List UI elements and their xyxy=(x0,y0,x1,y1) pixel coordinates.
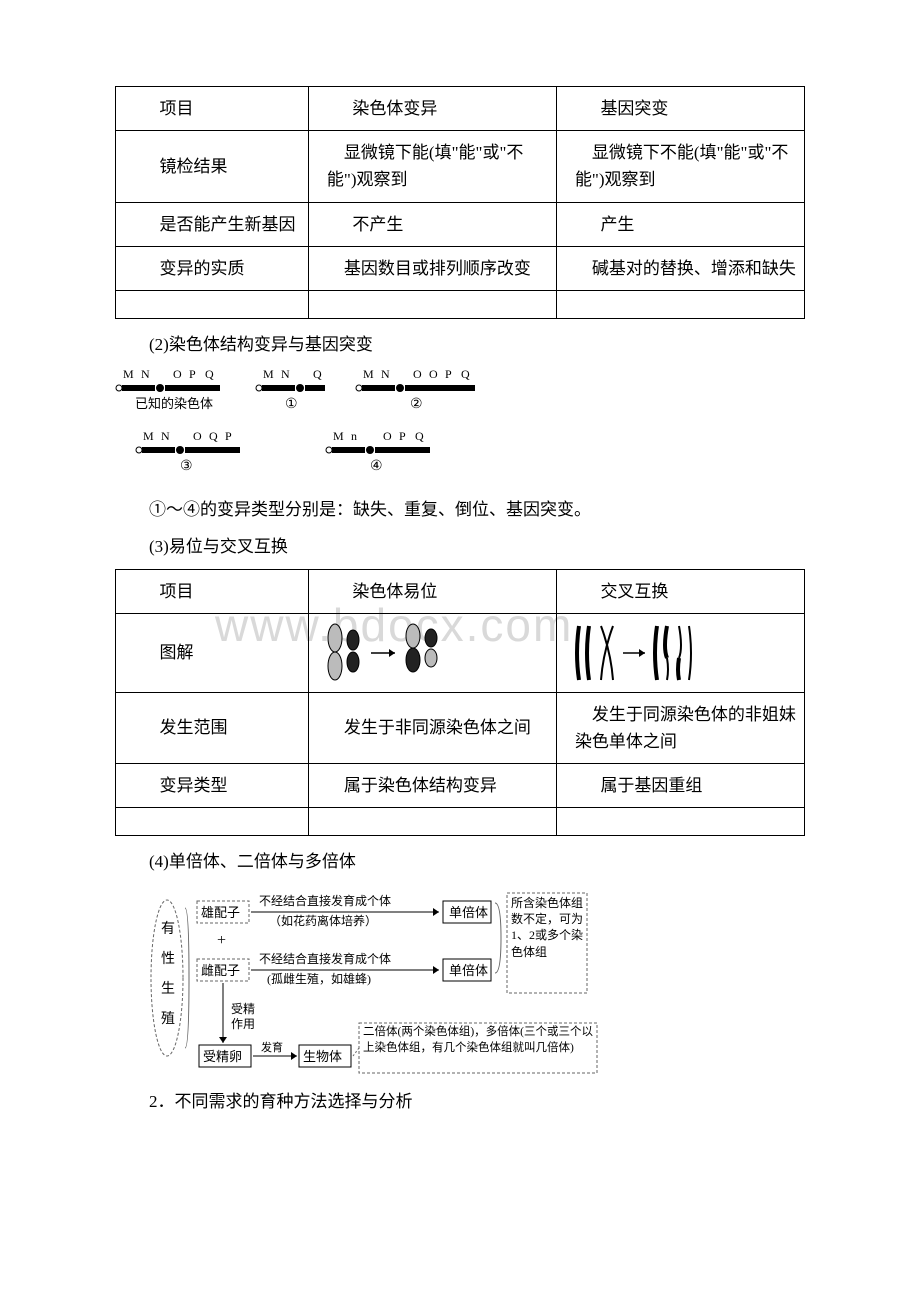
t2-empty-1 xyxy=(308,808,556,836)
svg-text:M: M xyxy=(333,429,344,443)
svg-text:发育: 发育 xyxy=(261,1040,283,1054)
svg-text:不经结合直接发育成个体: 不经结合直接发育成个体 xyxy=(259,893,391,908)
svg-text:N: N xyxy=(281,367,290,381)
t2-r0c1-diagram xyxy=(308,613,556,692)
t2-r0c0: 图解 xyxy=(116,613,309,692)
t1-r0c2: 显微镜下不能(填"能"或"不能")观察到 xyxy=(556,131,804,202)
svg-text:N: N xyxy=(141,367,150,381)
t1-empty-2 xyxy=(556,290,804,318)
t2-r0c2-diagram xyxy=(556,613,804,692)
t1-empty-0 xyxy=(116,290,309,318)
svg-text:有: 有 xyxy=(161,921,175,937)
t2-r1c0: 发生范围 xyxy=(116,692,309,763)
t1-r1c0: 是否能产生新基因 xyxy=(116,202,309,246)
svg-text:（如花药离体培养）: （如花药离体培养） xyxy=(269,913,377,928)
svg-text:M: M xyxy=(123,367,134,381)
t1-h1: 染色体变异 xyxy=(308,87,556,131)
ploidy-diagram: 有 性 生 殖 雄配子 + 雌配子 不经结合直接发育成个体 （如花药离体培养） … xyxy=(149,883,805,1078)
ploidy-svg: 有 性 生 殖 雄配子 + 雌配子 不经结合直接发育成个体 （如花药离体培养） … xyxy=(149,883,629,1078)
t2-r2c2: 属于基因重组 xyxy=(556,764,804,808)
t2-r2c1: 属于染色体结构变异 xyxy=(308,764,556,808)
svg-text:M: M xyxy=(263,367,274,381)
svg-text:①: ① xyxy=(285,397,298,412)
t1-r0c1: 显微镜下能(填"能"或"不能")观察到 xyxy=(308,131,556,202)
svg-text:N: N xyxy=(161,429,170,443)
chrom-svg: M N O P Q 已知的染色体 M N Q ① M N O O xyxy=(115,366,545,486)
svg-text:④: ④ xyxy=(370,459,383,474)
t1-r1c2: 产生 xyxy=(556,202,804,246)
svg-text:O: O xyxy=(173,367,182,381)
svg-text:殖: 殖 xyxy=(161,1010,175,1027)
svg-text:+: + xyxy=(217,932,226,949)
svg-text:③: ③ xyxy=(180,459,193,474)
t2-r1c1: 发生于非同源染色体之间 xyxy=(308,692,556,763)
table-chrom-vs-mutation: 项目 染色体变异 基因突变 镜检结果 显微镜下能(填"能"或"不能")观察到 显… xyxy=(115,86,805,319)
svg-text:Q: Q xyxy=(415,429,424,443)
crossover-icon xyxy=(561,618,711,688)
t1-r1c1: 不产生 xyxy=(308,202,556,246)
t1-h2: 基因突变 xyxy=(556,87,804,131)
svg-text:Q: Q xyxy=(313,367,322,381)
svg-text:②: ② xyxy=(410,397,423,412)
svg-text:O: O xyxy=(193,429,202,443)
svg-text:生: 生 xyxy=(161,981,175,997)
svg-text:n: n xyxy=(351,429,357,443)
svg-text:性: 性 xyxy=(161,951,175,967)
svg-text:P: P xyxy=(225,429,232,443)
svg-text:生物体: 生物体 xyxy=(303,1049,342,1064)
svg-text:单倍体: 单倍体 xyxy=(449,963,488,978)
svg-text:受精卵: 受精卵 xyxy=(203,1049,242,1064)
svg-text:已知的染色体: 已知的染色体 xyxy=(135,396,213,411)
svg-text:Q: Q xyxy=(209,429,218,443)
t1-r2c2: 碱基对的替换、增添和缺失 xyxy=(556,246,804,290)
svg-text:雄配子: 雄配子 xyxy=(201,905,240,920)
para-3: (3)易位与交叉互换 xyxy=(115,533,805,560)
svg-text:P: P xyxy=(189,367,196,381)
svg-text:M: M xyxy=(363,367,374,381)
t1-empty-1 xyxy=(308,290,556,318)
svg-text:N: N xyxy=(381,367,390,381)
svg-text:作用: 作用 xyxy=(231,1017,255,1031)
svg-text:P: P xyxy=(399,429,406,443)
svg-text:Q: Q xyxy=(461,367,470,381)
para-2: (2)染色体结构变异与基因突变 xyxy=(115,331,805,358)
svg-text:(孤雌生殖，如雄蜂): (孤雌生殖，如雄蜂) xyxy=(267,971,371,986)
t1-r2c1: 基因数目或排列顺序改变 xyxy=(308,246,556,290)
para-2b: ①～④的变异类型分别是：缺失、重复、倒位、基因突变。 xyxy=(115,496,805,523)
t2-empty-2 xyxy=(556,808,804,836)
para-5: 2．不同需求的育种方法选择与分析 xyxy=(115,1088,805,1115)
t2-r2c0: 变异类型 xyxy=(116,764,309,808)
svg-text:Q: Q xyxy=(205,367,214,381)
t2-h2: 交叉互换 xyxy=(556,569,804,613)
svg-text:O: O xyxy=(383,429,392,443)
svg-text:不经结合直接发育成个体: 不经结合直接发育成个体 xyxy=(259,951,391,966)
t2-h0: 项目 xyxy=(116,569,309,613)
svg-text:受精: 受精 xyxy=(231,1002,255,1016)
translocation-icon xyxy=(313,618,463,688)
t1-h0: 项目 xyxy=(116,87,309,131)
table-translocation-vs-crossover: 项目 染色体易位 交叉互换 图解 xyxy=(115,569,805,837)
t2-empty-0 xyxy=(116,808,309,836)
para-4: (4)单倍体、二倍体与多倍体 xyxy=(115,848,805,875)
svg-text:单倍体: 单倍体 xyxy=(449,905,488,920)
t1-r0c0: 镜检结果 xyxy=(116,131,309,202)
table2-wrap: www.bdocx.com 项目 染色体易位 交叉互换 图解 xyxy=(115,569,805,837)
chromosome-diagram: M N O P Q 已知的染色体 M N Q ① M N O O xyxy=(115,366,805,486)
svg-text:雌配子: 雌配子 xyxy=(201,963,240,978)
svg-text:P: P xyxy=(445,367,452,381)
t1-r2c0: 变异的实质 xyxy=(116,246,309,290)
svg-text:O: O xyxy=(429,367,438,381)
t2-r1c2: 发生于同源染色体的非姐妹染色单体之间 xyxy=(556,692,804,763)
svg-text:M: M xyxy=(143,429,154,443)
svg-text:O: O xyxy=(413,367,422,381)
t2-h1: 染色体易位 xyxy=(308,569,556,613)
